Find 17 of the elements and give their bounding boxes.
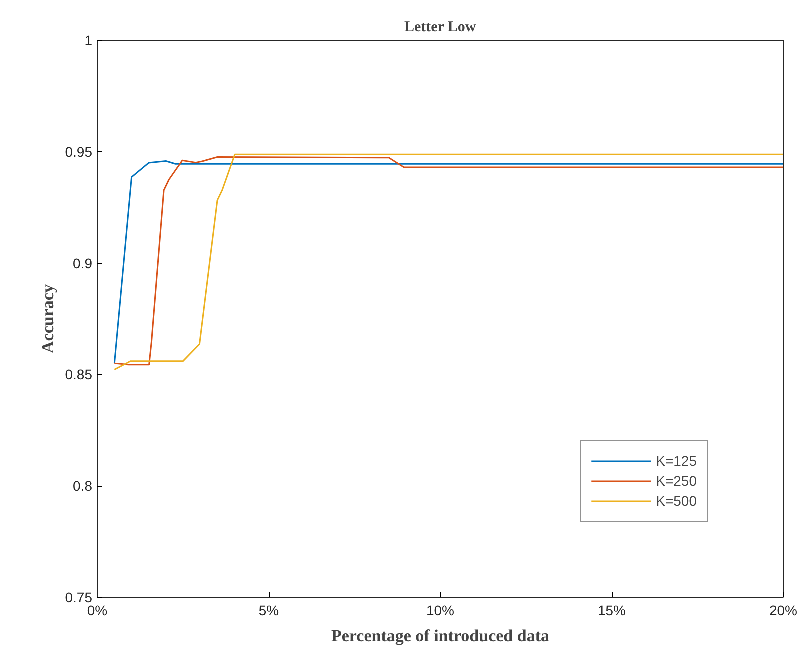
x-tick-label: 20% xyxy=(769,602,798,618)
x-tick-label: 0% xyxy=(87,602,108,618)
chart-title: Letter Low xyxy=(404,20,476,36)
y-tick-label: 0.85 xyxy=(65,366,93,383)
x-tick-label: 10% xyxy=(426,602,455,618)
legend-label: K=500 xyxy=(656,493,697,509)
legend-label: K=250 xyxy=(656,473,697,489)
x-tick-label: 5% xyxy=(258,602,280,618)
y-tick-label: 0.8 xyxy=(73,478,93,494)
y-tick-label: 0.95 xyxy=(65,144,93,160)
y-axis-title: Accuracy xyxy=(38,284,58,354)
legend-label: K=125 xyxy=(656,453,697,469)
y-tick-label: 1 xyxy=(84,32,93,48)
y-tick-label: 0.9 xyxy=(73,255,93,272)
x-axis-title: Percentage of introduced data xyxy=(332,626,550,646)
y-tick-label: 0.75 xyxy=(65,590,93,606)
x-tick-label: 15% xyxy=(598,602,626,618)
